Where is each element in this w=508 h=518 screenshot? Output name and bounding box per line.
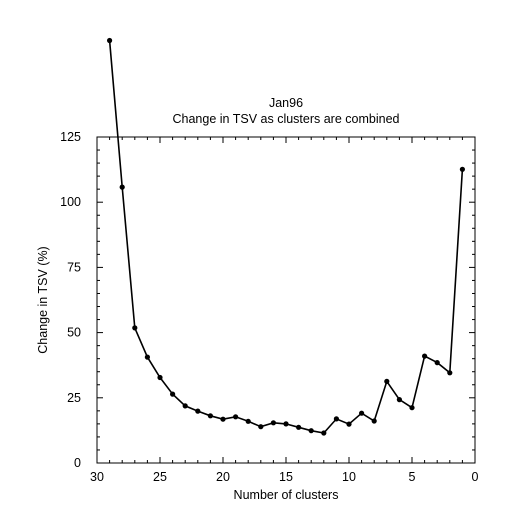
data-point [258, 424, 264, 430]
data-point [308, 428, 314, 434]
data-point [333, 416, 339, 422]
data-point [144, 354, 150, 360]
data-point [233, 414, 239, 420]
plot-frame [96, 136, 476, 464]
data-point [359, 410, 365, 416]
data-point [346, 421, 352, 427]
data-point [220, 416, 226, 422]
data-point [157, 374, 163, 381]
x-tick-label: 15 [279, 470, 293, 484]
y-tick-label: 100 [60, 195, 81, 209]
data-point [107, 37, 113, 44]
data-point [321, 430, 327, 436]
y-ticks: 0 25 50 75 100 125 [60, 130, 475, 470]
x-axis-label: Number of clusters [234, 488, 339, 502]
data-point [207, 413, 213, 419]
data-point [434, 360, 440, 366]
x-tick-label: 10 [342, 470, 356, 484]
x-tick-label: 0 [472, 470, 479, 484]
data-point [296, 424, 302, 430]
data-points [107, 37, 465, 436]
x-ticks: 30 25 20 15 10 5 0 [90, 137, 479, 484]
x-tick-label: 30 [90, 470, 104, 484]
data-point [422, 353, 428, 359]
chart-title: Jan96 [269, 96, 303, 110]
data-point [119, 184, 125, 190]
data-point [182, 403, 188, 409]
x-tick-label: 20 [216, 470, 230, 484]
x-tick-label: 5 [409, 470, 416, 484]
data-point [371, 418, 377, 424]
data-point [270, 420, 276, 426]
y-tick-label: 50 [67, 326, 81, 340]
chart-subtitle: Change in TSV as clusters are combined [173, 112, 400, 126]
y-tick-label: 25 [67, 391, 81, 405]
data-point [245, 418, 251, 424]
data-point [283, 421, 289, 427]
data-point [170, 391, 176, 397]
x-tick-label: 25 [153, 470, 167, 484]
data-point [396, 397, 402, 403]
data-point [384, 378, 390, 384]
data-point [459, 166, 465, 172]
data-point [195, 408, 201, 414]
data-point [447, 370, 453, 376]
data-point [132, 325, 138, 331]
y-tick-label: 125 [60, 130, 81, 144]
data-point [409, 405, 415, 411]
y-tick-label: 0 [74, 456, 81, 470]
y-axis-label: Change in TSV (%) [36, 246, 50, 353]
y-tick-label: 75 [67, 260, 81, 274]
